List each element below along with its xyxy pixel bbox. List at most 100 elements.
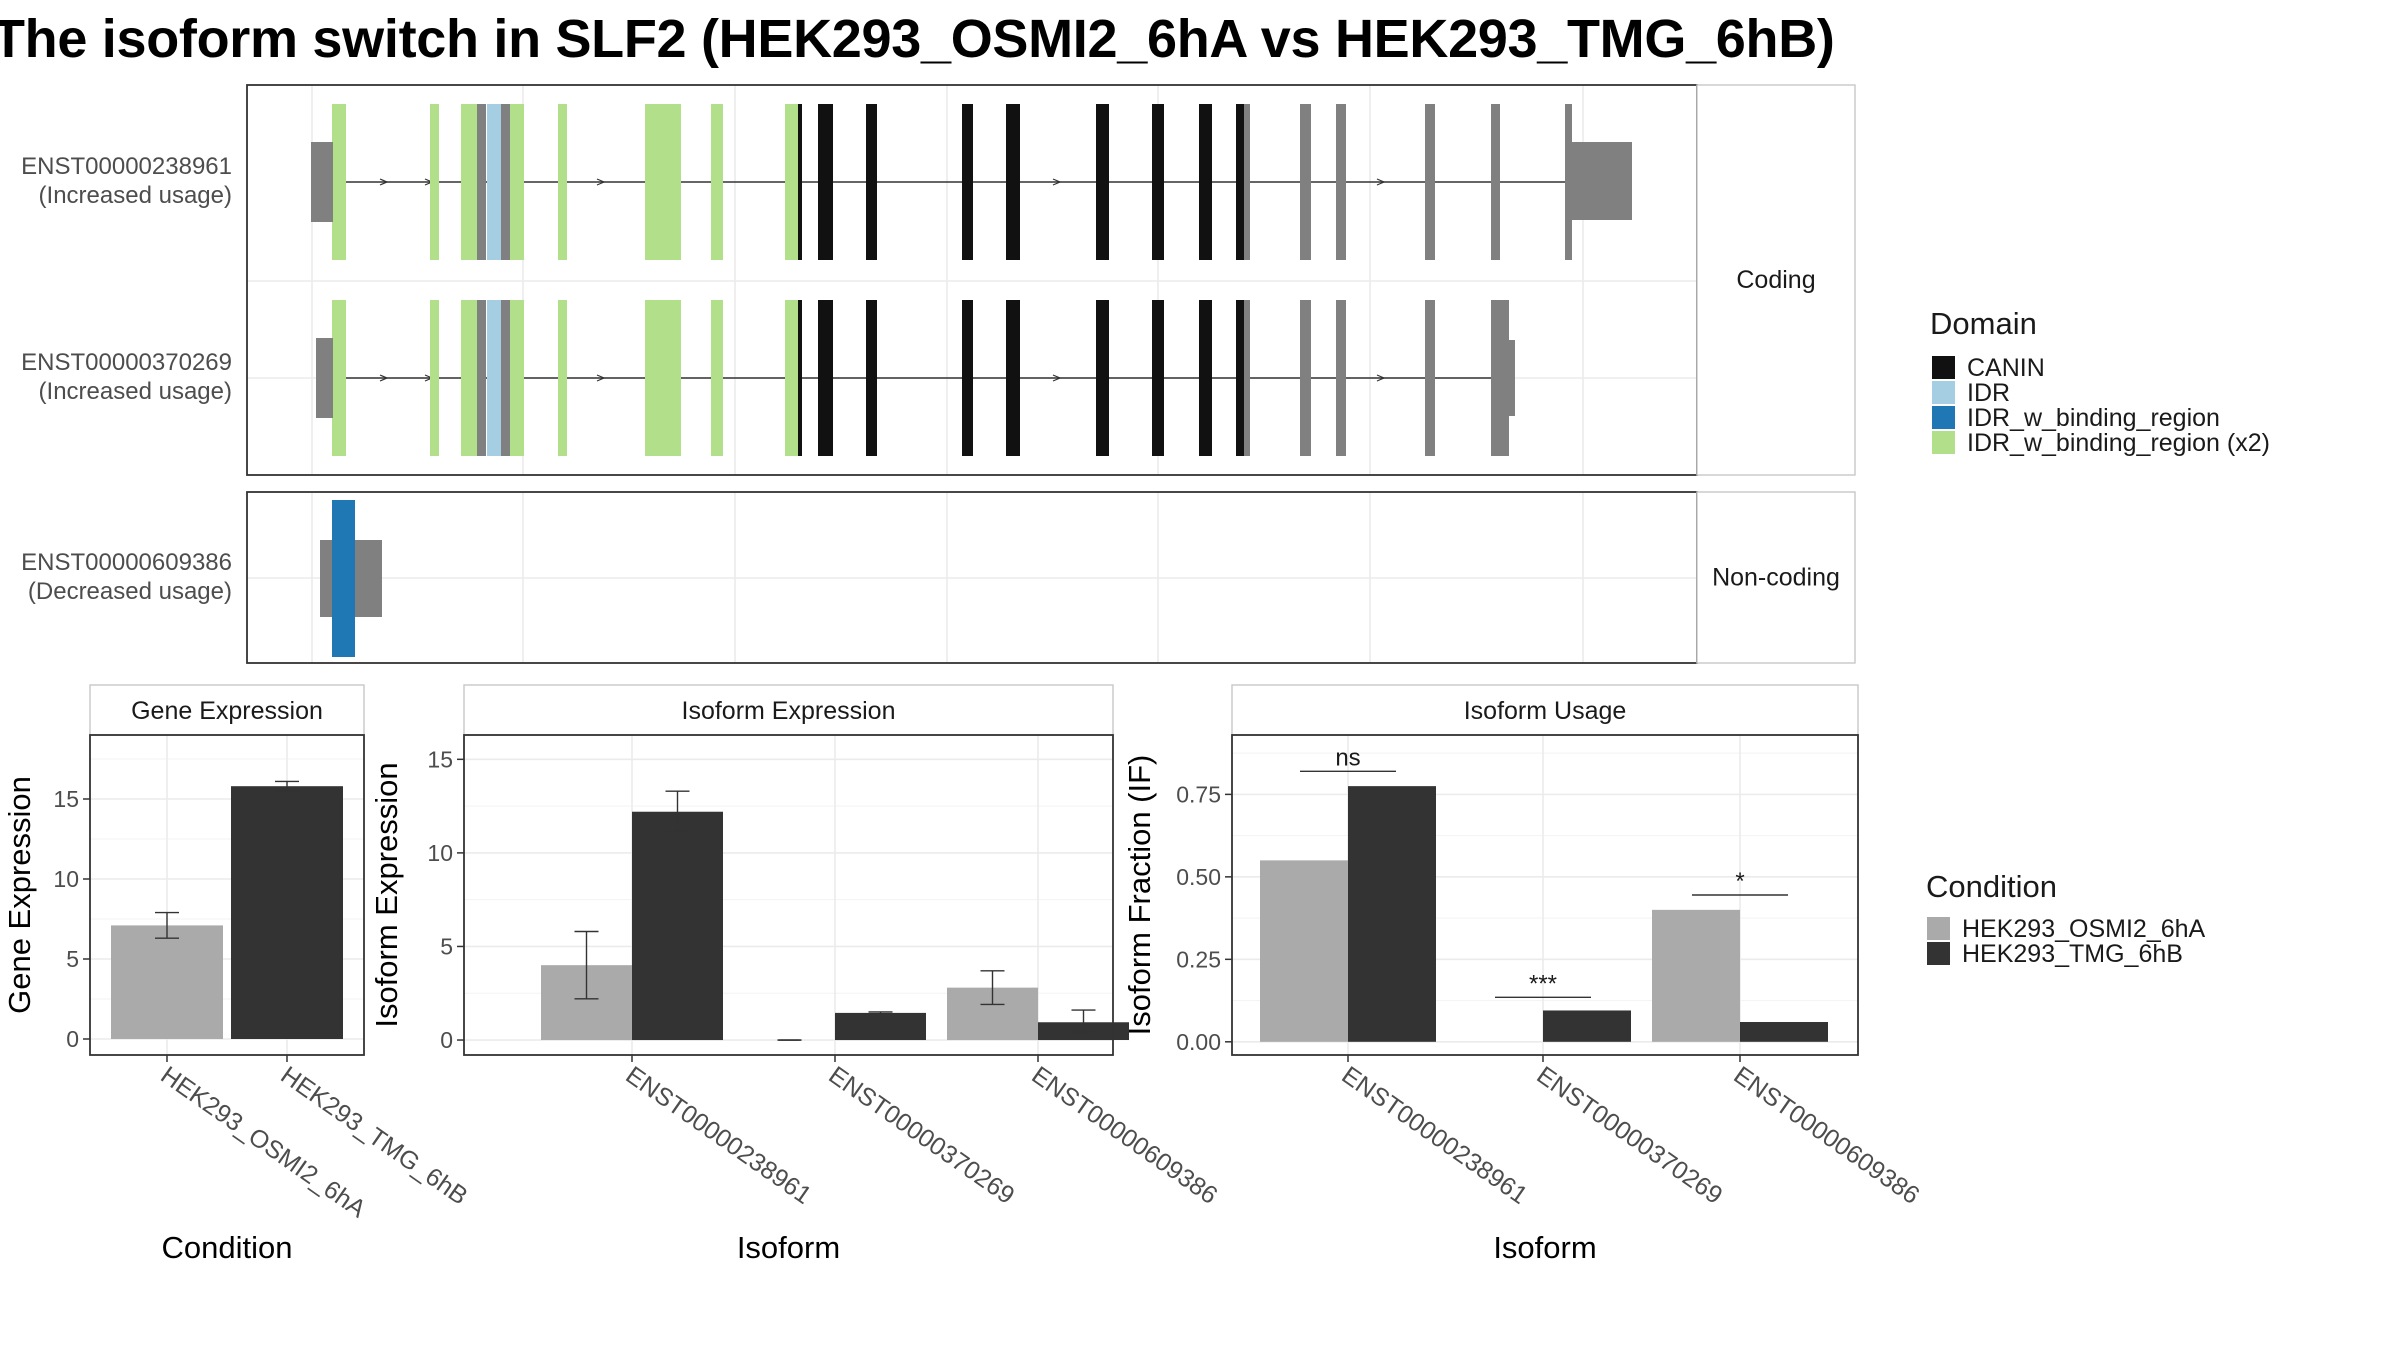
bar-HEK293_TMG_6hB (231, 786, 343, 1039)
domain-exon-canin (1199, 104, 1212, 260)
exon (1300, 104, 1311, 260)
domain-exon-idrx2 (711, 104, 723, 260)
exon (1244, 104, 1250, 260)
y-tick-label: 10 (427, 840, 453, 866)
domain-legend-label: CANIN (1967, 354, 2045, 382)
isoform-expression-panel-strip-title: Isoform Expression (682, 697, 896, 725)
condition-legend-key (1927, 917, 1950, 940)
domain-legend-key (1932, 431, 1955, 454)
x-tick-label: ENST00000238961 (1337, 1061, 1533, 1210)
transcript-id-1: ENST00000238961 (21, 153, 232, 180)
domain-legend-title: Domain (1930, 306, 2037, 341)
bar-HEK293_OSMI2_6hA-ENST00000238961 (1260, 860, 1348, 1042)
x-tick-label: ENST00000370269 (1532, 1061, 1728, 1210)
domain-exon-canin (798, 104, 802, 260)
domain-exon-canin (866, 104, 877, 260)
domain-exon-canin (962, 300, 973, 456)
exon (1491, 300, 1509, 456)
utr-exon (316, 338, 333, 418)
strand-arrow (1376, 178, 1386, 186)
x-tick-label: ENST00000609386 (1027, 1061, 1223, 1210)
significance-label: ns (1335, 744, 1360, 771)
bar-HEK293_TMG_6hB-ENST00000238961 (1348, 786, 1436, 1042)
isoform-usage-border (1231, 734, 1859, 1056)
transcript-usage-1: (Increased usage) (39, 182, 232, 209)
domain-exon-idrx2 (461, 104, 477, 260)
strand-arrow (379, 178, 389, 186)
exon (1336, 104, 1346, 260)
exon (1336, 300, 1346, 456)
isoform-usage-panel-strip (1231, 684, 1859, 736)
domain-exon-idrx2 (711, 300, 723, 456)
domain-exon-canin (1236, 300, 1244, 456)
noncoding-panel (246, 491, 1698, 664)
condition-legend-label: HEK293_TMG_6hB (1962, 940, 2183, 968)
domain-exon-canin (1006, 104, 1020, 260)
y-tick-label: 0.50 (1176, 864, 1221, 890)
domain-exon-idrx2 (461, 300, 477, 456)
domain-exon-idrx2 (430, 300, 439, 456)
exon (501, 300, 510, 456)
domain-exon-canin (1236, 104, 1244, 260)
significance-label: * (1735, 868, 1744, 895)
y-tick-label: 5 (66, 946, 79, 972)
bar-HEK293_OSMI2_6hA (111, 925, 223, 1039)
y-tick-label: 0 (66, 1026, 79, 1052)
domain-exon-canin (1152, 104, 1164, 260)
exon (1491, 104, 1500, 260)
strand-arrow (596, 178, 606, 186)
gene-expression-panel-strip-title: Gene Expression (131, 697, 323, 725)
domain-legend-label: IDR (1967, 379, 2010, 407)
domain-legend-label: IDR_w_binding_region (x2) (1967, 429, 2270, 457)
domain-exon-idrx2 (558, 104, 567, 260)
exon (1244, 300, 1250, 456)
gene-expression-panel-strip (89, 684, 365, 736)
x-axis-title: Isoform (1493, 1230, 1596, 1265)
strip-coding (1696, 84, 1856, 476)
domain-exon-canin (1199, 300, 1212, 456)
domain-legend-key (1932, 406, 1955, 429)
y-tick-label: 0.25 (1176, 946, 1221, 972)
domain-legend-key (1932, 356, 1955, 379)
utr-exon (311, 142, 333, 222)
domain-exon-idrx2 (785, 300, 798, 456)
exon (477, 104, 486, 260)
domain-exon-idrx2 (430, 104, 439, 260)
transcript-id-2: ENST00000370269 (21, 349, 232, 376)
domain-legend: Domain CANINIDRIDR_w_binding_regionIDR_w_… (1930, 306, 2270, 457)
strand-arrow (596, 374, 606, 382)
strand-arrow (1052, 374, 1062, 382)
domain-legend-label: IDR_w_binding_region (1967, 404, 2220, 432)
strand-arrow (379, 374, 389, 382)
domain-exon-canin (962, 104, 973, 260)
strip-coding-label: Coding (1736, 266, 1815, 294)
strand-arrow (1052, 178, 1062, 186)
utr-exon (1509, 340, 1515, 416)
isoform-usage-panel-strip-title: Isoform Usage (1464, 697, 1627, 725)
bar-HEK293_TMG_6hB-ENST00000370269 (835, 1012, 926, 1041)
exon (477, 300, 486, 456)
y-axis-title: Isoform Fraction (IF) (1122, 755, 1157, 1036)
domain-exon-canin (818, 300, 833, 456)
x-tick-label: HEK293_OSMI2_6hA (156, 1061, 372, 1224)
domain-exon-canin (798, 300, 802, 456)
domain-exon-idrx2 (510, 300, 524, 456)
utr-exon (320, 540, 332, 617)
exon (1565, 104, 1572, 260)
isoform-usage-panel: Isoform Usage 0.00 0.25 0.50 0.75 Isoform Fra… (1122, 684, 1925, 1265)
transcript-id-3: ENST00000609386 (21, 549, 232, 576)
y-axis-title: Isoform Expression (369, 762, 404, 1027)
domain-exon-canin (818, 104, 833, 260)
y-tick-label: 0 (440, 1027, 453, 1053)
strip-noncoding-label: Non-coding (1712, 564, 1840, 592)
y-tick-label: 0.00 (1176, 1029, 1221, 1055)
isoform-expression-border (463, 734, 1114, 1056)
domain-exon-canin (1096, 104, 1109, 260)
domain-exon-canin (1006, 300, 1020, 456)
exon (1300, 300, 1311, 456)
domain-exon-idrx2 (332, 300, 346, 456)
utr-exon (355, 540, 382, 617)
bar-HEK293_TMG_6hB-ENST00000238961 (632, 811, 723, 1041)
